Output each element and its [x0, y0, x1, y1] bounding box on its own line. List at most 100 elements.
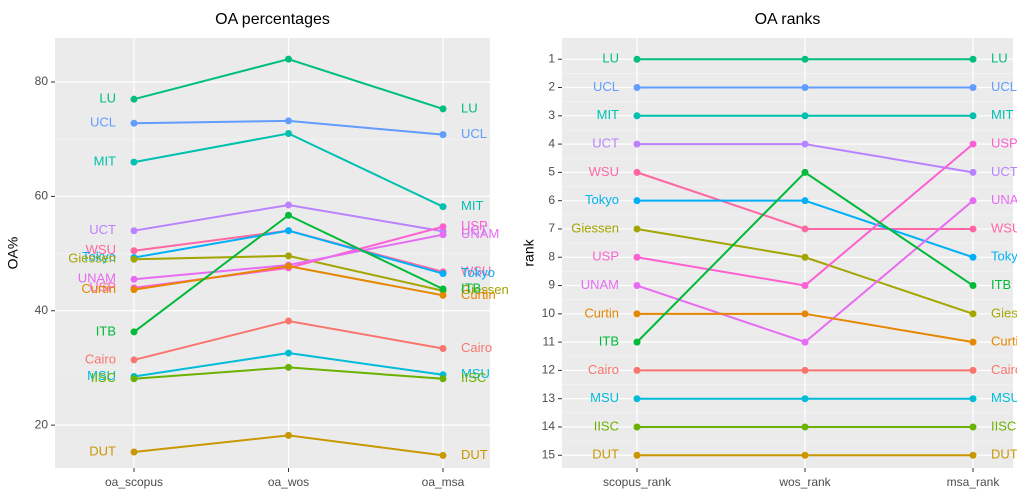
series-label-right: IISC: [461, 370, 486, 385]
point: [633, 197, 641, 205]
series-label-left: Cairo: [588, 362, 619, 377]
point: [801, 253, 809, 261]
series-label-left: USP: [89, 279, 116, 294]
point: [130, 95, 138, 103]
point: [801, 451, 809, 459]
series-label-left: Curtin: [81, 281, 116, 296]
series-label-right: MIT: [991, 107, 1013, 122]
series-label-left: UCT: [89, 222, 116, 237]
point: [439, 291, 447, 299]
y-tick-label: 15: [542, 447, 556, 461]
point: [439, 105, 447, 113]
series-label-left: IISC: [594, 418, 619, 433]
y-tick-label: 40: [35, 303, 49, 317]
point: [130, 247, 138, 255]
series-label-left: DUT: [592, 447, 619, 462]
point: [633, 282, 641, 290]
series-label-left: UCL: [90, 115, 116, 130]
series-label-left: IISC: [91, 370, 116, 385]
point: [439, 375, 447, 383]
series-label-left: UNAM: [581, 277, 619, 292]
point: [285, 117, 292, 125]
series-label-left: UNAM: [78, 271, 116, 286]
point: [633, 395, 641, 403]
y-tick-label: 6: [548, 193, 555, 207]
point: [969, 338, 977, 346]
series-label-left: UCL: [593, 79, 619, 94]
point: [633, 140, 641, 148]
series-label-right: MSU: [991, 390, 1017, 405]
point: [633, 253, 641, 261]
x-tick-label: wos_rank: [778, 475, 831, 489]
point: [801, 55, 809, 63]
point: [130, 356, 138, 364]
series-label-left: MSU: [590, 390, 619, 405]
point: [633, 55, 641, 63]
y-axis-title: OA%: [5, 237, 21, 270]
series-label-right: UCT: [461, 223, 488, 238]
point: [801, 395, 809, 403]
series-label-left: USP: [592, 249, 619, 264]
point: [285, 431, 292, 439]
point: [130, 286, 138, 294]
point: [285, 201, 292, 209]
point: [285, 262, 292, 270]
series-label-right: Giessen: [991, 305, 1017, 320]
point: [439, 285, 447, 293]
point: [130, 448, 138, 456]
point: [801, 310, 809, 318]
series-label-left: WSU: [589, 164, 619, 179]
point: [969, 112, 977, 120]
point: [130, 158, 138, 166]
series-label-left: ITB: [599, 334, 619, 349]
point: [633, 366, 641, 374]
series-label-right: LU: [991, 51, 1008, 66]
point: [439, 231, 447, 239]
series-label-left: Tokyo: [585, 192, 619, 207]
point: [969, 282, 977, 290]
series-label-right: DUT: [991, 447, 1017, 462]
point: [969, 253, 977, 261]
series-label-right: Tokyo: [991, 249, 1017, 264]
series-label-right: LU: [461, 100, 478, 115]
point: [969, 84, 977, 92]
point: [633, 84, 641, 92]
y-tick-label: 80: [35, 74, 49, 88]
y-tick-label: 1: [548, 51, 555, 65]
point: [439, 203, 447, 211]
series-label-right: WSU: [461, 263, 491, 278]
series-label-right: Cairo: [461, 340, 492, 355]
series-label-right: UCL: [461, 126, 487, 141]
point: [633, 310, 641, 318]
series-label-left: Curtin: [584, 305, 619, 320]
y-tick-label: 20: [35, 417, 49, 431]
chart-title: OA percentages: [215, 11, 330, 28]
y-tick-label: 12: [542, 363, 556, 377]
series-label-right: UCT: [991, 164, 1017, 179]
y-tick-label: 8: [548, 249, 555, 263]
series-label-right: Curtin: [991, 334, 1017, 349]
point: [969, 55, 977, 63]
panel-background: [562, 38, 1013, 468]
point: [130, 119, 138, 127]
series-label-right: USP: [461, 218, 488, 233]
series-label-left: Giessen: [571, 220, 619, 235]
series-label-left: LU: [99, 91, 116, 106]
point: [969, 451, 977, 459]
series-label-right: Giessen: [461, 282, 509, 297]
point: [801, 112, 809, 120]
series-label-right: ITB: [991, 277, 1011, 292]
x-tick-label: msa_rank: [947, 475, 1001, 489]
point: [969, 395, 977, 403]
y-tick-label: 3: [548, 108, 555, 122]
series-label-left: MSU: [87, 368, 116, 383]
series-label-left: LU: [602, 51, 619, 66]
y-axis-title: rank: [521, 238, 537, 266]
series-label-left: Tokyo: [82, 249, 116, 264]
x-tick-label: oa_wos: [268, 475, 309, 489]
series-label-right: DUT: [461, 447, 488, 462]
point: [801, 84, 809, 92]
point: [130, 328, 138, 336]
point: [969, 140, 977, 148]
